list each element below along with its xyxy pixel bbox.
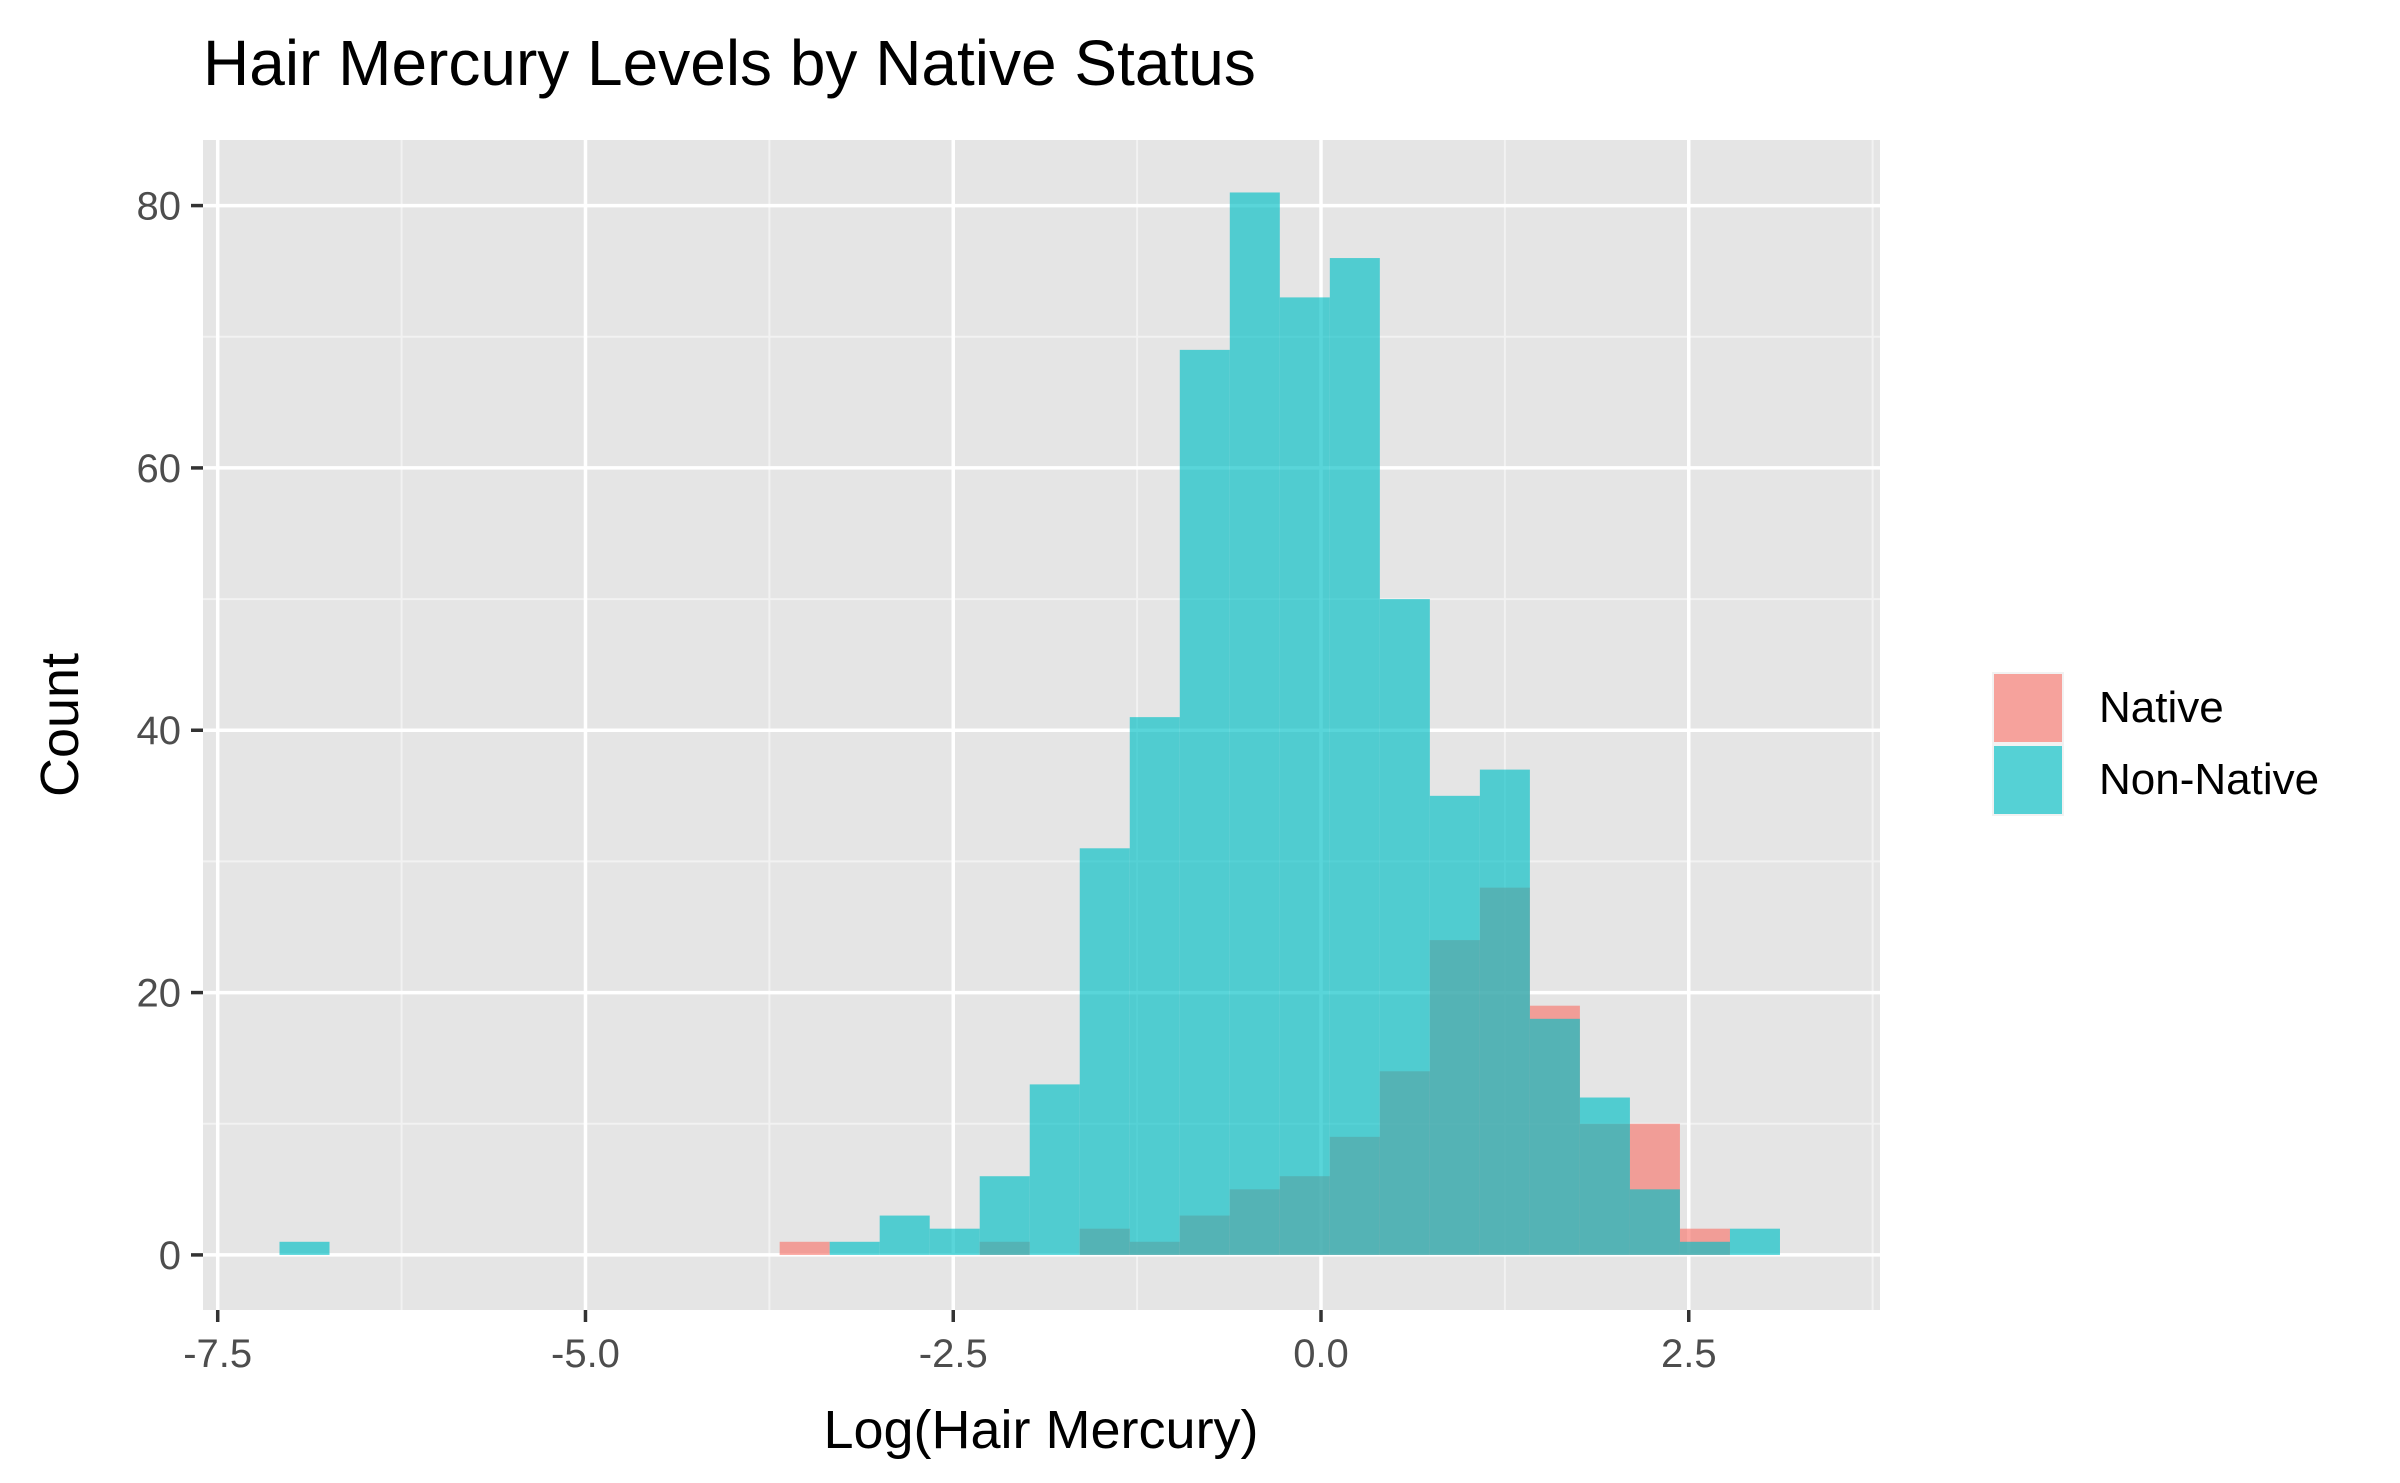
native-bar bbox=[779, 1241, 830, 1255]
x-tick-label: -2.5 bbox=[919, 1332, 988, 1376]
non-native-bar bbox=[279, 1241, 330, 1255]
non-native-bar bbox=[979, 1176, 1030, 1255]
x-tick-label: 2.5 bbox=[1661, 1332, 1717, 1376]
y-tick-label: 60 bbox=[137, 447, 182, 491]
non-native-bar bbox=[1679, 1241, 1730, 1255]
non-native-bar bbox=[1429, 795, 1480, 1255]
y-tick-label: 80 bbox=[137, 185, 182, 229]
legend: Native Non-Native bbox=[1992, 672, 2319, 816]
non-native-bars bbox=[279, 192, 1780, 1255]
non-native-bar bbox=[1229, 192, 1280, 1255]
non-native-bar bbox=[1079, 848, 1130, 1255]
legend-key-non-native bbox=[1994, 746, 2062, 814]
x-tick-label: -5.0 bbox=[551, 1332, 620, 1376]
non-native-bar bbox=[1579, 1097, 1630, 1255]
non-native-bar bbox=[1729, 1228, 1780, 1255]
y-axis-label: Count bbox=[30, 653, 90, 797]
y-tick-label: 20 bbox=[137, 972, 182, 1016]
non-native-bar bbox=[1179, 349, 1230, 1255]
x-tick-label: -7.5 bbox=[183, 1332, 252, 1376]
x-tick-label: 0.0 bbox=[1293, 1332, 1349, 1376]
legend-label-native: Native bbox=[2099, 683, 2224, 732]
non-native-bar bbox=[829, 1241, 880, 1255]
non-native-bar bbox=[1029, 1084, 1080, 1255]
non-native-bar bbox=[1379, 599, 1430, 1255]
non-native-bar bbox=[1629, 1189, 1680, 1255]
y-tick-label: 40 bbox=[137, 709, 182, 753]
non-native-bar bbox=[1529, 1018, 1580, 1255]
legend-label-non-native: Non-Native bbox=[2099, 755, 2319, 804]
non-native-bar bbox=[929, 1228, 980, 1255]
x-axis: -7.5 -5.0 -2.5 0.0 2.5 bbox=[183, 1310, 1717, 1376]
y-axis: 0 20 40 60 80 bbox=[137, 185, 203, 1278]
non-native-bar bbox=[1279, 297, 1330, 1255]
non-native-bar bbox=[1329, 258, 1380, 1255]
non-native-bar bbox=[879, 1215, 930, 1255]
non-native-bar bbox=[1129, 717, 1180, 1255]
y-tick-label: 0 bbox=[159, 1234, 181, 1278]
legend-key-native bbox=[1994, 674, 2062, 742]
non-native-bar bbox=[1479, 769, 1530, 1255]
x-axis-label: Log(Hair Mercury) bbox=[823, 1400, 1258, 1460]
chart-title: Hair Mercury Levels by Native Status bbox=[203, 27, 1256, 99]
